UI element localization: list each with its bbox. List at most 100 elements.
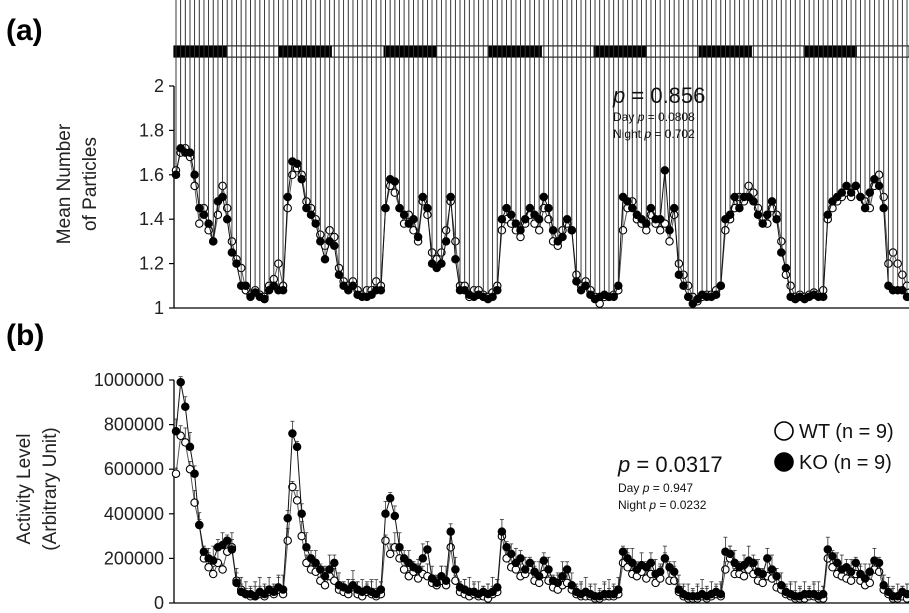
data-point-ko [311,558,320,568]
data-point-ko [763,554,772,563]
data-point-ko [241,281,251,291]
data-point-ko [716,589,726,599]
data-point-ko [446,527,455,536]
data-point-ko [227,545,237,554]
data-point-ko [437,259,446,268]
data-point-ko [725,549,735,559]
y-tick-label: 1.6 [139,165,164,185]
data-point-ko [199,210,209,220]
data-point-ko [823,210,833,220]
data-point-ko [278,285,288,295]
series-line-wt [175,147,908,305]
data-point-ko [623,197,632,206]
data-point-ko [562,565,572,574]
data-point-ko [423,545,432,554]
data-point-ko [348,281,358,291]
data-point-wt [534,226,544,235]
data-point-wt [297,531,306,541]
data-point-ko [176,377,185,387]
data-point-ko [646,203,656,213]
data-point-ko [902,589,909,599]
data-point-ko [399,210,409,220]
data-point-ko [837,188,847,197]
data-point-ko [614,585,623,594]
dark-phase-segment [278,45,332,58]
data-point-ko [683,292,693,302]
data-point-ko [320,571,330,581]
data-point-ko [781,263,791,273]
light-phase-segment [436,45,490,58]
data-point-ko [381,203,390,213]
p-value-b: p = 0.0317 [617,452,723,477]
data-point-ko [534,571,544,581]
y-axis-ticks-a: 1 1.2 1.4 1.6 1.8 2 [139,76,174,318]
data-point-ko [446,192,455,202]
data-point-ko [516,554,525,563]
data-point-ko [548,226,558,235]
data-point-ko [390,511,400,521]
data-point-ko [493,583,502,592]
p-value-a: p = 0.856 [612,83,705,108]
light-phase-segment [226,45,280,58]
panel-b: (b) 0 200000 400000 600000 800000 1000000 Act… [6,319,909,613]
data-point-ko [502,543,511,552]
data-point-ko [846,567,856,577]
data-point-ko [842,181,851,191]
data-point-ko [832,558,842,568]
data-point-ko [865,567,875,577]
data-point-ko [227,248,237,257]
data-point-ko [297,174,306,184]
legend-marker-ko [774,452,794,472]
data-point-wt [292,496,302,505]
plot-area-a [171,0,909,308]
data-point-ko [520,565,530,574]
data-point-ko [567,226,577,235]
data-point-ko [628,203,637,213]
p-symbol-a: p [612,83,625,108]
y-axis-ticks-b: 0 200000 400000 600000 800000 1000000 [94,370,174,613]
data-point-ko [497,214,507,224]
data-point-ko [716,281,726,291]
y-tick-label: 1 [154,298,164,318]
data-point-ko [283,192,292,202]
data-point-wt [399,565,409,574]
data-point-ko [665,226,674,235]
data-point-ko [292,442,302,452]
series-line-ko [175,147,908,305]
data-point-ko [730,192,739,202]
data-point-ko [879,203,888,213]
data-point-ko [418,554,428,563]
data-point-ko [828,551,837,561]
series-ko [171,376,909,601]
y-axis-label-b-line2: (Arbitrary Unit) [40,427,61,551]
data-point-ko [316,565,325,574]
data-point-ko [432,578,441,588]
data-point-wt [739,571,749,581]
legend-label-wt: WT (n = 9) [799,421,894,443]
data-point-ko [385,493,395,503]
data-point-ko [553,578,563,588]
legend-label-ko: KO (n = 9) [799,452,892,474]
plot-area-b [171,376,909,603]
data-point-ko [208,237,218,246]
data-point-wt [283,536,292,545]
data-point-ko [777,580,786,590]
data-point-ko [898,285,907,295]
series-ko [171,0,909,308]
data-point-wt [655,226,665,235]
night-value-a: = 0.702 [654,127,695,141]
night-p-value-b: Night p = 0.0232 [618,498,707,512]
data-point-ko [493,285,502,295]
data-point-ko [660,554,670,563]
data-point-ko [851,558,861,568]
data-point-ko [851,181,861,191]
y-tick-label: 400000 [104,504,164,524]
data-point-ko [511,219,521,228]
data-point-ko [190,469,199,478]
data-point-ko [618,547,628,556]
data-point-ko [558,571,567,581]
data-point-ko [818,589,828,599]
data-point-ko [278,585,288,594]
data-point-wt [195,219,204,228]
data-point-ko [395,203,404,213]
